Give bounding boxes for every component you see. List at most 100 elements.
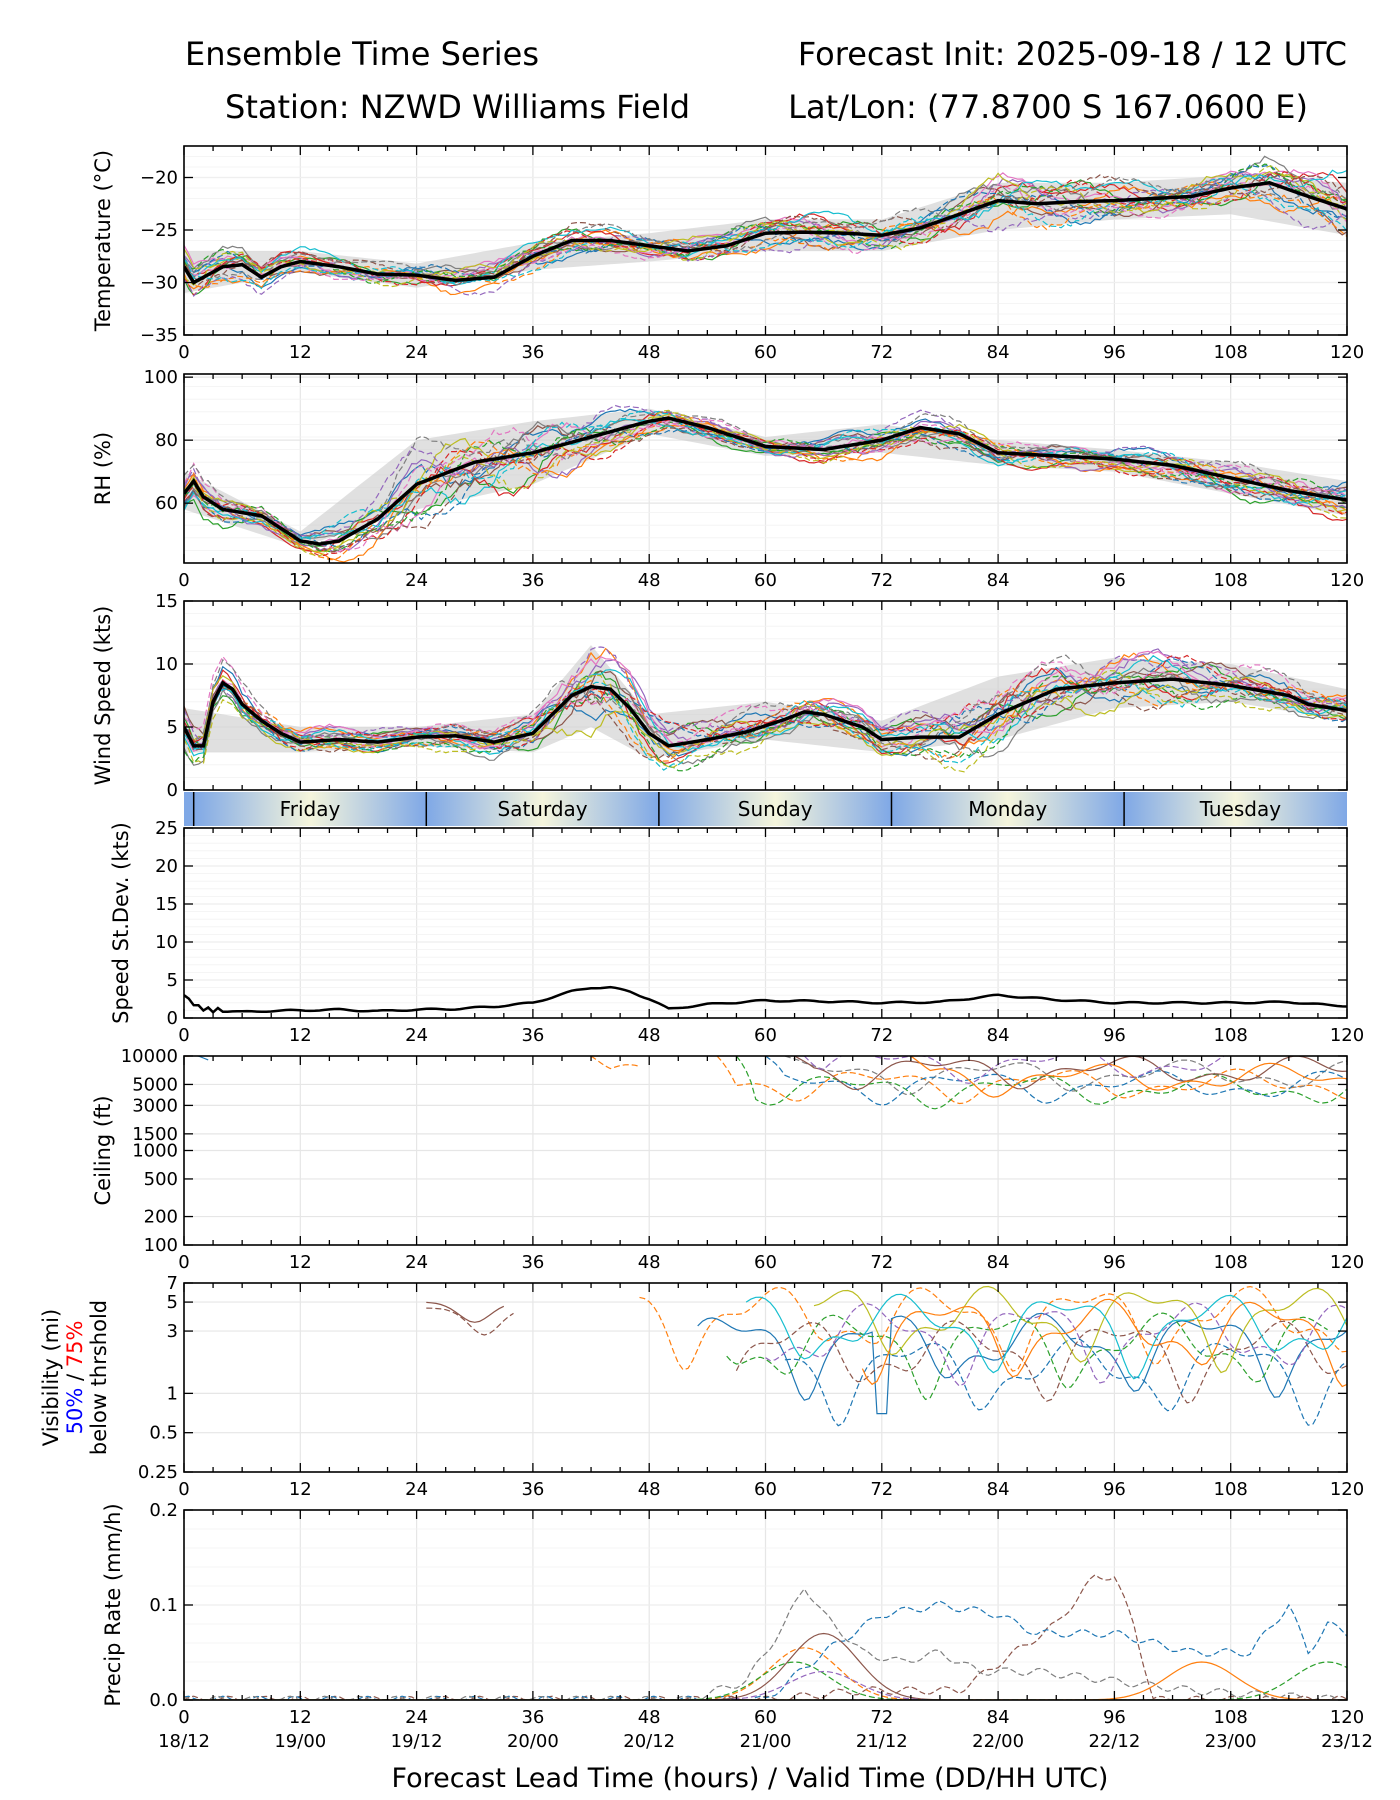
x-ticks-visibility: 0 12 24 36 48 60 72 84 96 108 120 (178, 1283, 1364, 1500)
y-ticks-temperature: −35 −30 −25 −20 (140, 168, 1347, 346)
x-tick-label: 36 (521, 570, 544, 591)
y-tick-label: 80 (155, 430, 178, 451)
member-line (184, 1056, 209, 1061)
latlon-label: Lat/Lon: (77.8700 S 167.0600 E) (788, 88, 1308, 126)
member-line (184, 176, 1347, 286)
vis-50-label: 50% (63, 1388, 87, 1435)
x-tick-label: 0 (178, 1707, 189, 1728)
y-tick-label: 5000 (132, 1074, 178, 1095)
y-axis-label: RH (%) (91, 432, 115, 505)
station-label: Station: NZWD Williams Field (225, 88, 690, 126)
y-tick-label: −25 (140, 220, 178, 241)
stdev-line (184, 985, 1347, 1015)
x-tick-label: 120 (1330, 342, 1364, 363)
x-tick-label: 60 (754, 1252, 777, 1273)
valid-time-label: 20/00 (507, 1731, 559, 1752)
x-tick-label: 12 (289, 570, 312, 591)
vis-75-label: 75% (63, 1321, 87, 1368)
y-tick-label: 25 (155, 818, 178, 839)
x-tick-label: 120 (1330, 1479, 1364, 1500)
y-axis-label-line3: below thrshold (87, 1300, 111, 1455)
member-line (590, 1056, 640, 1070)
plot-area-ceiling (184, 1056, 1347, 1110)
y-tick-label: −35 (140, 325, 178, 346)
x-tick-label: 36 (521, 1479, 544, 1500)
y-tick-label: 1000 (132, 1141, 178, 1162)
member-line (697, 1312, 1347, 1415)
panels: 0 12 24 36 48 60 72 84 96 108 120−35−30−25−20Tempe… (39, 145, 1373, 1752)
y-tick-label: 0.0 (149, 1690, 178, 1711)
y-tick-label: 20 (155, 856, 178, 877)
valid-time-label: 21/12 (856, 1731, 908, 1752)
member-line (910, 1056, 1347, 1098)
member-line (184, 676, 1347, 762)
x-tick-label: 84 (987, 1252, 1010, 1273)
x-tick-label: 60 (754, 570, 777, 591)
x-tick-label: 12 (289, 1707, 312, 1728)
x-axis-label: Forecast Lead Time (hours) / Valid Time … (392, 1763, 1109, 1794)
y-tick-label: 5 (167, 1292, 178, 1313)
x-tick-label: 96 (1103, 1025, 1126, 1046)
valid-time-label: 23/12 (1321, 1731, 1373, 1752)
x-tick-label: 120 (1330, 570, 1364, 591)
panel-wind_speed: 0 5 10 15 Wind Speed (kts) (91, 591, 1348, 801)
member-line (639, 1285, 1347, 1372)
member-line (184, 164, 1347, 280)
valid-time-label: 22/00 (972, 1731, 1024, 1752)
x-tick-label: 72 (870, 1707, 893, 1728)
gridlines-visibility (183, 1282, 1348, 1473)
y-tick-label: 100 (144, 1235, 178, 1256)
precip-member-line (184, 1647, 1347, 1700)
panel-rh: 0 12 24 36 48 60 72 84 96 108 120 60 80 100 RH (%) (91, 367, 1364, 591)
x-tick-label: 96 (1103, 570, 1126, 591)
y-tick-label: 5 (167, 970, 178, 991)
x-ticks-precip_rate: 0 18/12 12 19/00 24 19/12 36 20/00 48 20/12 60 21/0… (158, 1510, 1373, 1752)
mean-line-wind_speed (184, 677, 1347, 748)
panel-temperature: 0 12 24 36 48 60 72 84 96 108 120 −35 −30 −25 −20 Tempe… (91, 145, 1364, 363)
y-tick-label: 0.5 (149, 1423, 178, 1444)
x-tick-label: 12 (289, 1252, 312, 1273)
x-tick-label: 0 (178, 1252, 189, 1273)
plot-area-speed_stdev (184, 985, 1347, 1015)
member-line (813, 1285, 1347, 1374)
y-tick-label: 7 (167, 1273, 178, 1294)
y-tick-label: 0.25 (138, 1462, 178, 1483)
x-tick-label: 48 (638, 1025, 661, 1046)
x-ticks-speed_stdev: 0 12 24 36 48 60 72 84 96 108 120 (178, 828, 1364, 1046)
day-segment (1124, 792, 1347, 826)
member-line (184, 180, 1347, 284)
mean-line-rh (184, 416, 1347, 546)
member-line (426, 1301, 505, 1323)
x-tick-label: 24 (405, 570, 428, 591)
member-line (184, 409, 1347, 557)
member-line (184, 172, 1347, 281)
x-tick-label: 72 (870, 342, 893, 363)
y-axis-label: Temperature (°C) (91, 150, 115, 332)
y-tick-label: 15 (155, 894, 178, 915)
x-tick-label: 0 (178, 1479, 189, 1500)
y-tick-label: −30 (140, 273, 178, 294)
y-ticks-precip_rate: 0.0 0.1 0.2 (149, 1500, 1347, 1711)
x-tick-label: 24 (405, 1479, 428, 1500)
x-tick-label: 72 (870, 570, 893, 591)
x-tick-label: 108 (1214, 1707, 1248, 1728)
member-line (784, 1056, 1347, 1096)
spread-band-rh (184, 408, 1347, 548)
x-tick-label: 96 (1103, 342, 1126, 363)
precip-member-line (184, 1661, 1347, 1700)
y-tick-label: 0 (167, 780, 178, 801)
x-tick-label: 24 (405, 1025, 428, 1046)
day-segment (658, 792, 892, 826)
x-ticks-rh: 0 12 24 36 48 60 72 84 96 108 120 (178, 374, 1364, 591)
x-tick-label: 60 (754, 342, 777, 363)
plot-area-visibility (426, 1285, 1347, 1427)
member-line (184, 670, 1347, 773)
x-tick-label: 108 (1214, 570, 1248, 591)
y-ticks-visibility: 0.25 0.5 1 3 57 (138, 1273, 1347, 1483)
title-right: Forecast Init: 2025-09-18 / 12 UTC (798, 35, 1347, 73)
valid-time-label: 19/00 (274, 1731, 326, 1752)
x-tick-label: 0 (178, 342, 189, 363)
x-tick-label: 36 (521, 1025, 544, 1046)
